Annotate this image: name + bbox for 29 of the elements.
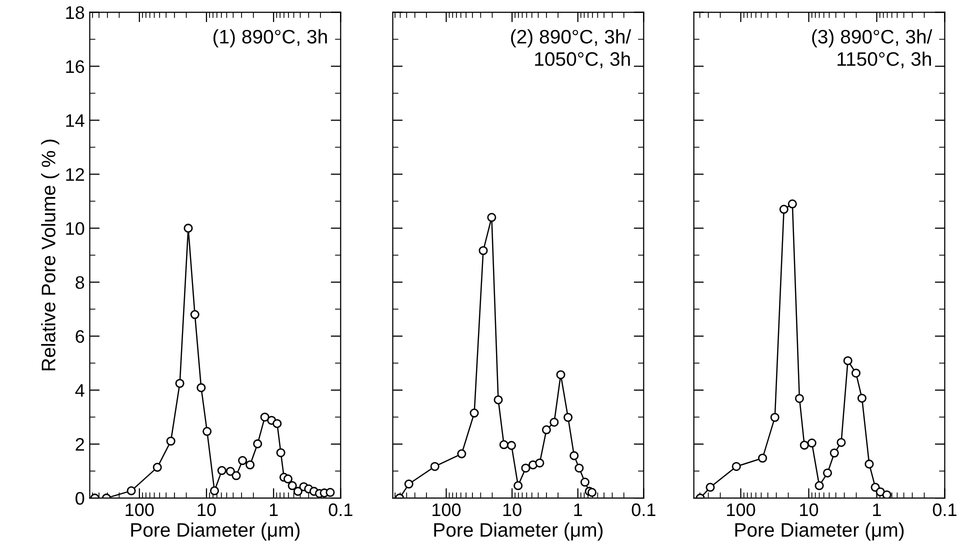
x-axis-title: Pore Diameter (μm): [434, 522, 603, 541]
y-tick-label: 0: [76, 492, 84, 505]
x-tick-label: 100: [432, 503, 461, 516]
y-axis-title: Relative Pore Volume ( % ): [41, 140, 60, 370]
x-tick-label: 0.1: [328, 503, 352, 516]
y-tick-label: 4: [75, 384, 84, 397]
annotation: (1) 890°C, 3h: [213, 29, 327, 48]
y-tick-label: 18: [66, 6, 84, 20]
x-axis-title: Pore Diameter (μm): [735, 522, 904, 541]
y-tick-label: 10: [66, 222, 84, 235]
annotation: (2) 890°C, 3h/ 1050°C, 3h: [511, 29, 632, 68]
x-tick-label: 0.1: [932, 503, 956, 516]
annotation: (3) 890°C, 3h/ 1150°C, 3h: [812, 29, 932, 68]
x-tick-label: 10: [198, 503, 216, 516]
y-tick-label: 2: [76, 438, 84, 451]
x-tick-label: 1: [574, 504, 582, 516]
x-tick-label: 10: [503, 503, 522, 516]
x-axis-title: Pore Diameter (μm): [131, 522, 300, 541]
x-tick-label: 100: [727, 503, 756, 516]
y-tick-label: 14: [66, 114, 84, 127]
y-tick-label: 12: [66, 168, 84, 181]
x-tick-label: 1: [270, 504, 278, 516]
x-tick-label: 10: [800, 503, 818, 516]
y-tick-label: 16: [66, 60, 84, 73]
x-tick-label: 1: [873, 504, 881, 516]
x-tick-label: 100: [126, 503, 154, 516]
x-tick-label: 0.1: [632, 503, 656, 516]
y-tick-label: 8: [76, 276, 84, 289]
y-tick-label: 6: [76, 330, 84, 343]
